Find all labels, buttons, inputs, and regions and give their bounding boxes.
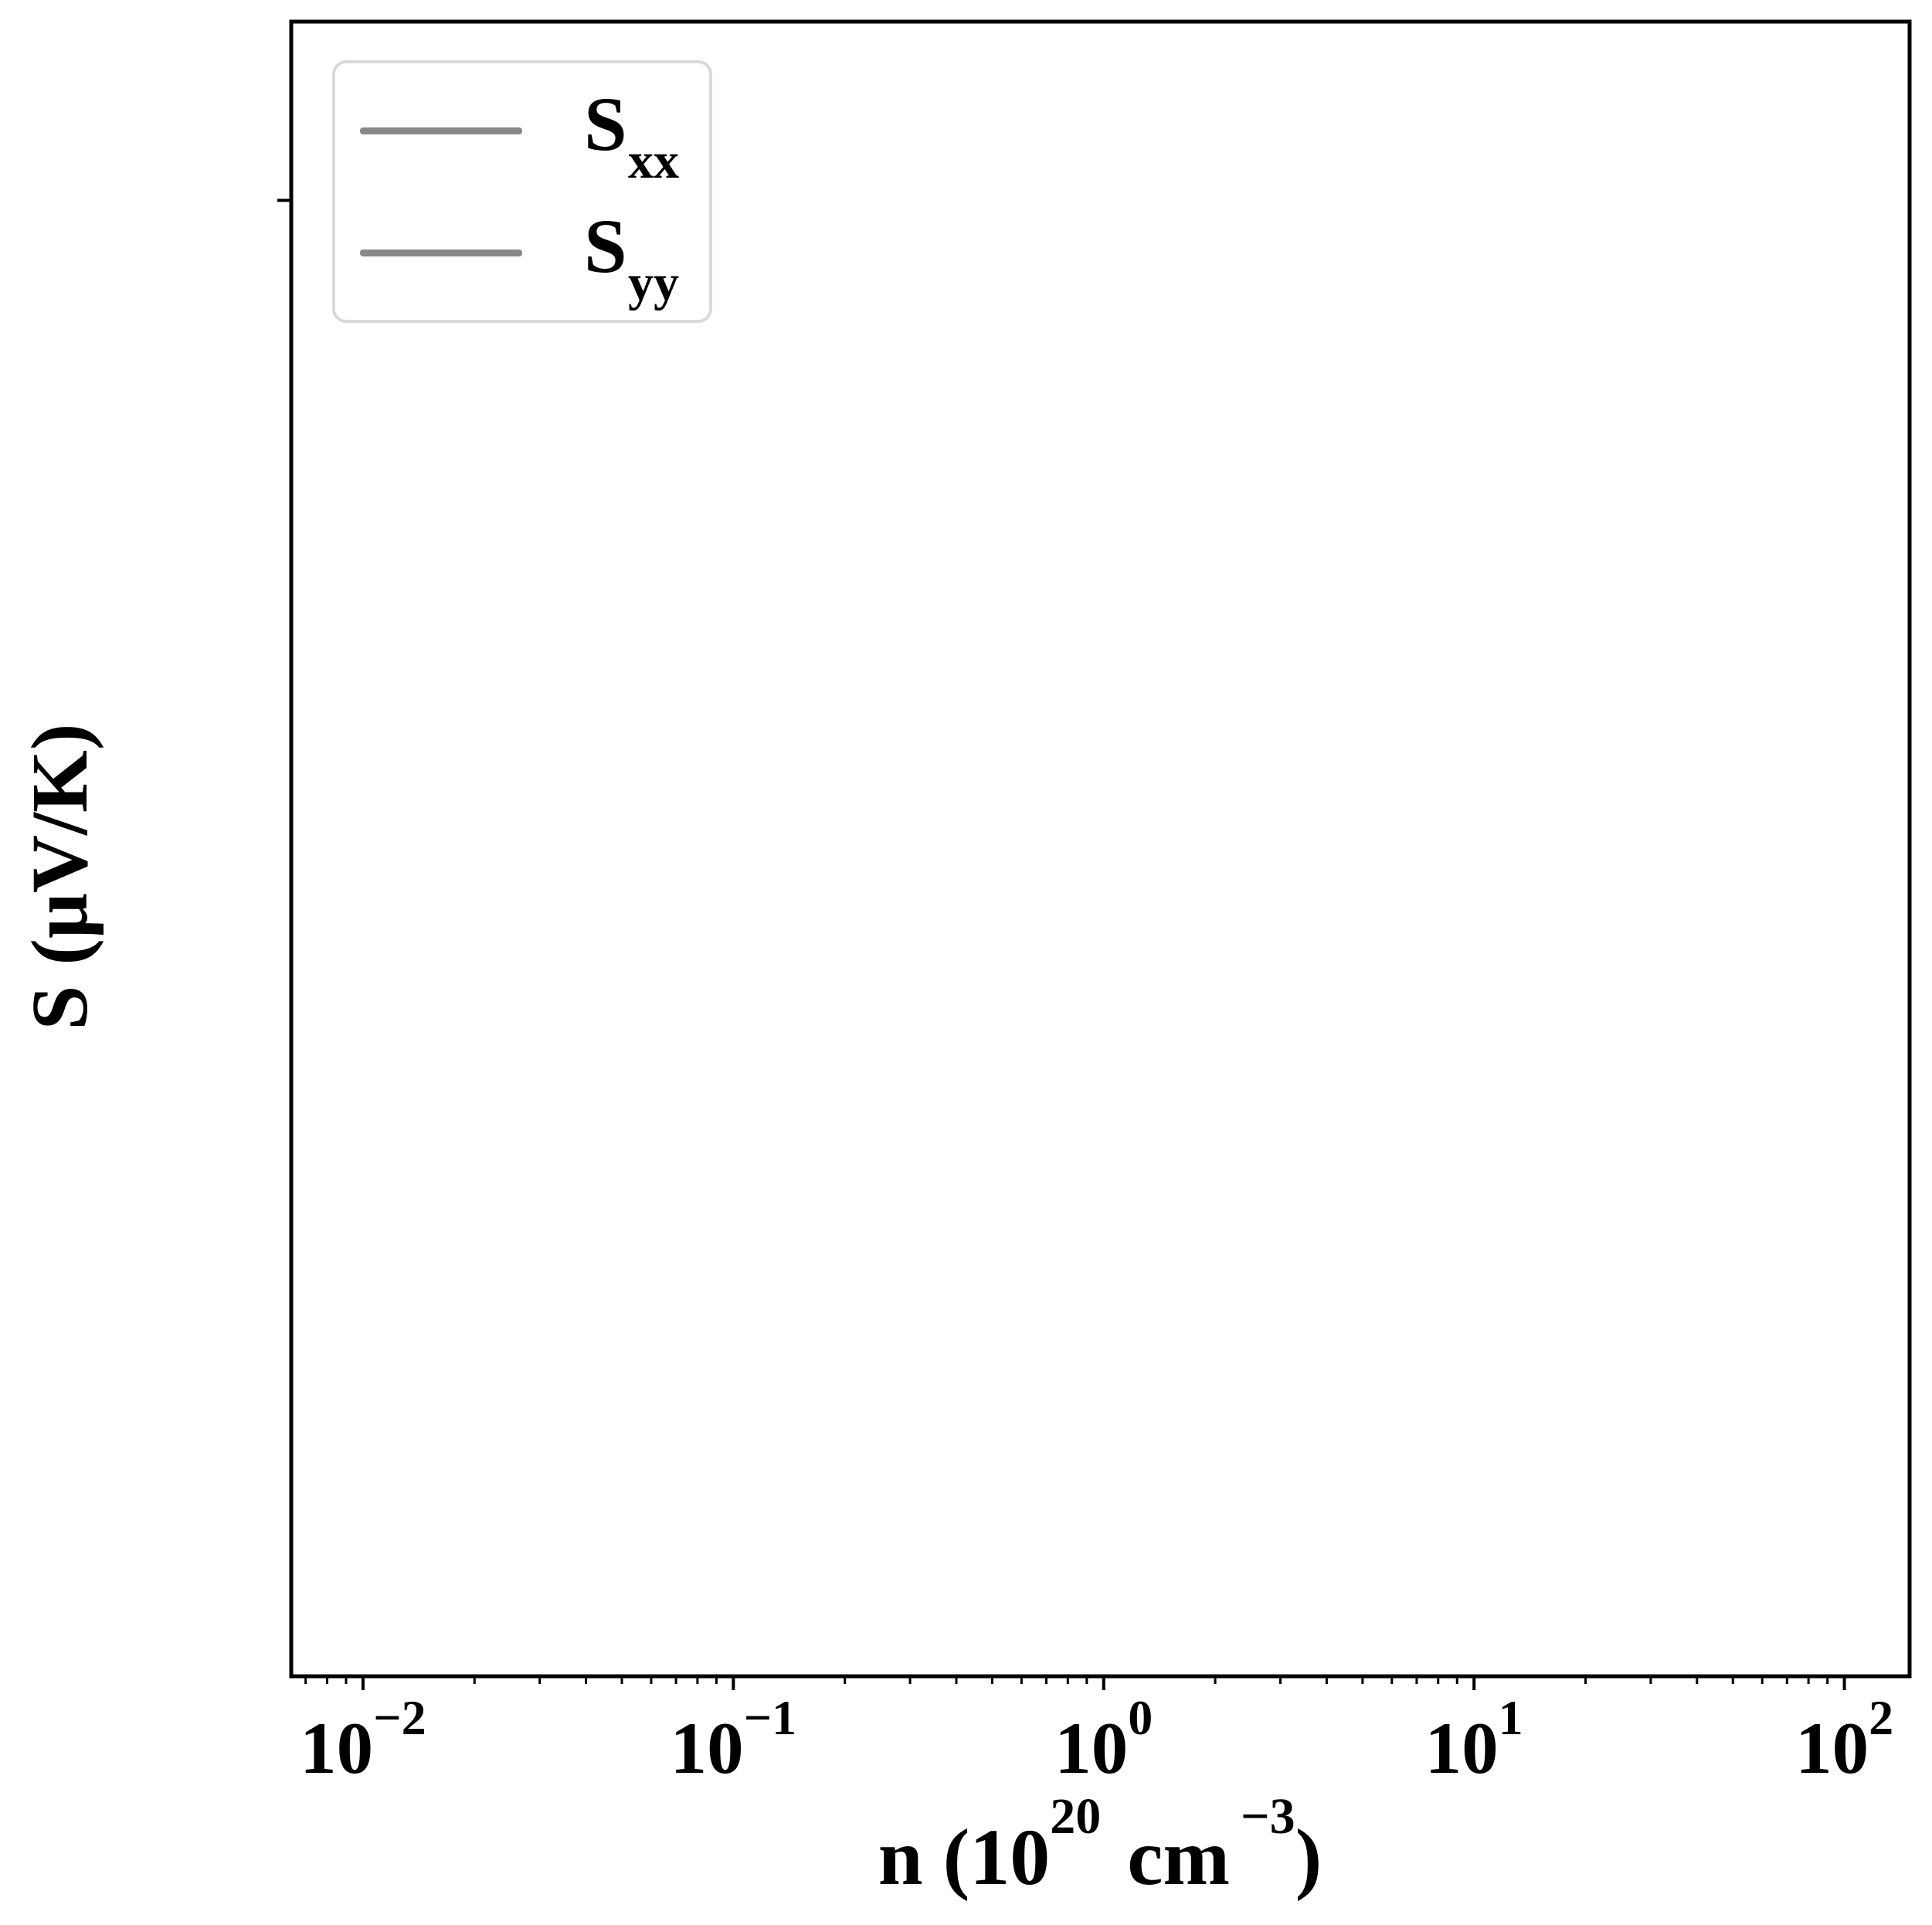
axis-ticks: 10−2 10−1 100 101 102 [277,199,1893,1789]
y-axis-label: S (μV/K) [15,724,104,1030]
legend-label-sxx: Sxx [584,81,679,189]
legend: Sxx Syy [332,60,712,323]
plot-border [289,19,1912,1679]
legend-line-sxx-swatch [360,127,522,134]
plot-frame [289,19,1912,1679]
x-tick-label: 100 [1054,1690,1153,1789]
legend-entry-sxx[interactable]: Sxx [335,75,709,187]
x-tick-label: 101 [1425,1690,1523,1789]
legend-entry-syy[interactable]: Syy [335,197,709,309]
legend-label-syy: Syy [584,203,679,311]
x-tick-label: 10−2 [300,1690,426,1789]
x-tick-label: 102 [1795,1690,1893,1789]
legend-line-syy-swatch [360,249,522,256]
x-axis-label: n (1020 cm −3) [878,1788,1323,1902]
x-tick-label: 10−1 [671,1690,796,1789]
